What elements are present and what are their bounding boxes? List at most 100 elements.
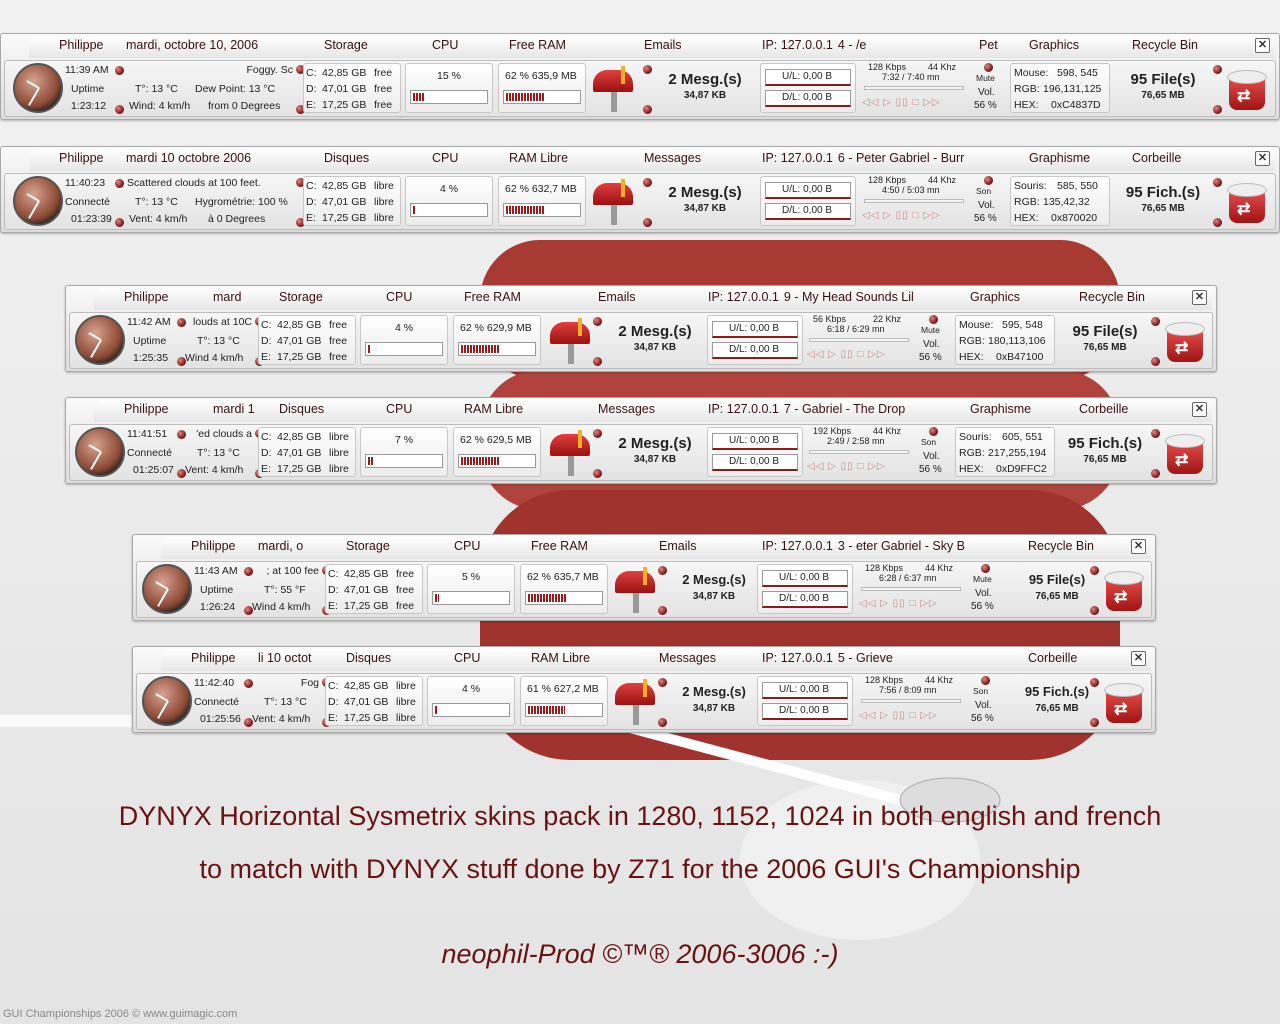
close-button[interactable]: ✕ xyxy=(1131,539,1146,554)
media-player-panel: 128 Kbps 44 Khz 6:28 / 6:37 mn ◁◁ ▷ ▯▯ □ ▷▷… xyxy=(857,562,1002,617)
uptime-dot[interactable] xyxy=(115,218,124,227)
recycle-open-dot[interactable] xyxy=(1090,566,1099,575)
recycle-bin-icon[interactable]: ⇄ xyxy=(1163,318,1207,364)
recycle-empty-dot[interactable] xyxy=(1213,218,1222,227)
date-label: li 10 octot xyxy=(258,651,312,665)
close-button[interactable]: ✕ xyxy=(1255,151,1270,166)
mailbox-icon[interactable] xyxy=(550,430,594,476)
recycle-open-dot[interactable] xyxy=(1090,678,1099,687)
mailbox-icon[interactable] xyxy=(615,567,659,613)
mute-toggle-dot[interactable] xyxy=(981,564,990,573)
recycle-open-dot[interactable] xyxy=(1151,429,1160,438)
recycle-bin-icon[interactable]: ⇄ xyxy=(1225,179,1269,225)
mail-check-dot[interactable] xyxy=(658,566,667,575)
weather-toggle-dot[interactable] xyxy=(115,179,124,188)
weather-toggle-dot[interactable] xyxy=(177,430,186,439)
upload-meter: U/L: 0,00 B xyxy=(765,182,851,199)
uptime-value: 1:26:24 xyxy=(200,601,236,613)
cpu-meter-fill xyxy=(435,706,438,714)
mute-toggle-dot[interactable] xyxy=(981,676,990,685)
weather-toggle-dot[interactable] xyxy=(244,567,253,576)
mail-check-dot[interactable] xyxy=(658,678,667,687)
seek-slider[interactable] xyxy=(809,338,909,342)
rgb-label: RGB: xyxy=(1014,83,1040,95)
ram-header: RAM Libre xyxy=(531,651,591,665)
recycle-empty-dot[interactable] xyxy=(1151,469,1160,478)
player-controls[interactable]: ◁◁ ▷ ▯▯ □ ▷▷ xyxy=(862,97,941,108)
ip-and-track: IP: 127.0.0.1 4 - /e xyxy=(762,38,866,52)
recycle-open-dot[interactable] xyxy=(1213,65,1222,74)
wind: Vent: 4 km/h xyxy=(252,713,311,725)
weather-condition: 'ed clouds a xyxy=(196,428,252,440)
player-controls[interactable]: ◁◁ ▷ ▯▯ □ ▷▷ xyxy=(862,210,941,221)
player-controls[interactable]: ◁◁ ▷ ▯▯ □ ▷▷ xyxy=(807,461,886,472)
uptime-dot[interactable] xyxy=(244,606,253,615)
cpu-meter xyxy=(432,591,510,605)
close-button[interactable]: ✕ xyxy=(1255,38,1270,53)
recycle-bin-icon[interactable]: ⇄ xyxy=(1102,679,1146,725)
player-controls[interactable]: ◁◁ ▷ ▯▯ □ ▷▷ xyxy=(807,349,886,360)
weather-dot[interactable] xyxy=(296,178,305,187)
volume-value: 56 % xyxy=(971,713,994,724)
weather-toggle-dot[interactable] xyxy=(115,66,124,75)
mailbox-icon[interactable] xyxy=(550,318,594,364)
weather-dot[interactable] xyxy=(296,218,305,227)
drive-free-label: libre xyxy=(374,180,394,192)
clock-icon xyxy=(142,564,192,614)
mail-open-dot[interactable] xyxy=(593,469,602,478)
mute-toggle-dot[interactable] xyxy=(929,427,938,436)
seek-slider[interactable] xyxy=(861,699,961,703)
mute-toggle-dot[interactable] xyxy=(984,63,993,72)
weather-dot[interactable] xyxy=(296,65,305,74)
uptime-dot[interactable] xyxy=(244,718,253,727)
mail-check-dot[interactable] xyxy=(593,429,602,438)
close-button[interactable]: ✕ xyxy=(1131,651,1146,666)
mail-check-dot[interactable] xyxy=(643,65,652,74)
mailbox-icon[interactable] xyxy=(593,179,637,225)
bar-body: 11:40:23 Connecté 01:23:39 Scattered clouds… xyxy=(4,173,1276,230)
mailbox-icon[interactable] xyxy=(615,679,659,725)
weather-dot[interactable] xyxy=(296,105,305,114)
close-button[interactable]: ✕ xyxy=(1192,402,1207,417)
ram-meter xyxy=(525,703,603,717)
mute-toggle-dot[interactable] xyxy=(929,315,938,324)
wind: Vent: 4 km/h xyxy=(185,464,244,476)
recycle-bin-icon[interactable]: ⇄ xyxy=(1102,567,1146,613)
uptime-dot[interactable] xyxy=(115,105,124,114)
temperature: T°: 55 °F xyxy=(264,584,306,596)
clock-minute-hand xyxy=(28,200,40,219)
mute-toggle-dot[interactable] xyxy=(984,176,993,185)
recycle-bin-icon[interactable]: ⇄ xyxy=(1163,430,1207,476)
bin-body xyxy=(1106,693,1142,723)
drive-free-space: 17,25 GB xyxy=(322,212,367,224)
recycle-empty-dot[interactable] xyxy=(1151,357,1160,366)
weather-toggle-dot[interactable] xyxy=(177,318,186,327)
recycle-bin-icon[interactable]: ⇄ xyxy=(1225,66,1269,112)
recycle-empty-dot[interactable] xyxy=(1213,105,1222,114)
uptime-dot[interactable] xyxy=(177,357,186,366)
sample-rate: 44 Khz xyxy=(873,426,902,436)
weather-toggle-dot[interactable] xyxy=(244,679,253,688)
mail-check-dot[interactable] xyxy=(643,178,652,187)
seek-slider[interactable] xyxy=(864,86,964,90)
recycle-open-dot[interactable] xyxy=(1151,317,1160,326)
volume-value: 56 % xyxy=(971,601,994,612)
ram-meter xyxy=(503,203,581,217)
recycle-open-dot[interactable] xyxy=(1213,178,1222,187)
seek-slider[interactable] xyxy=(861,587,961,591)
close-button[interactable]: ✕ xyxy=(1192,290,1207,305)
player-controls[interactable]: ◁◁ ▷ ▯▯ □ ▷▷ xyxy=(859,598,938,609)
mail-open-dot[interactable] xyxy=(643,105,652,114)
mail-open-dot[interactable] xyxy=(643,218,652,227)
seek-slider[interactable] xyxy=(864,199,964,203)
mailbox-icon[interactable] xyxy=(593,66,637,112)
mail-open-dot[interactable] xyxy=(658,718,667,727)
player-controls[interactable]: ◁◁ ▷ ▯▯ □ ▷▷ xyxy=(859,710,938,721)
mail-check-dot[interactable] xyxy=(593,317,602,326)
mail-open-dot[interactable] xyxy=(658,606,667,615)
recycle-empty-dot[interactable] xyxy=(1090,718,1099,727)
uptime-dot[interactable] xyxy=(177,469,186,478)
recycle-empty-dot[interactable] xyxy=(1090,606,1099,615)
mail-open-dot[interactable] xyxy=(593,357,602,366)
seek-slider[interactable] xyxy=(809,450,909,454)
